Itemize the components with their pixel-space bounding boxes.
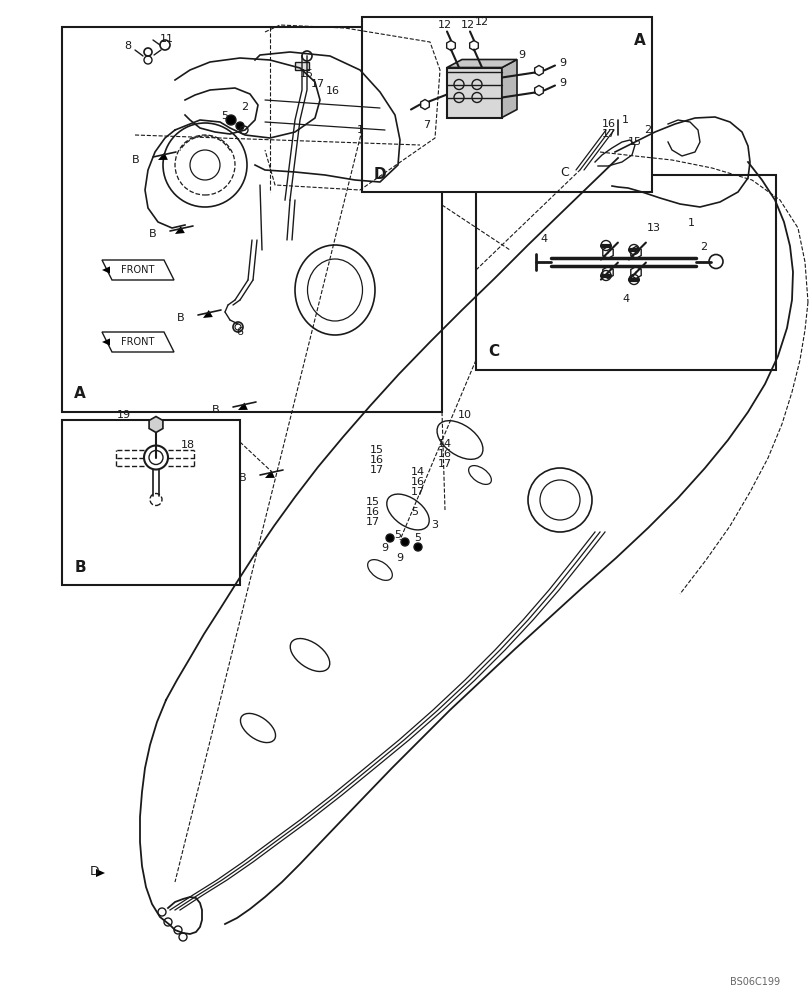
Text: 9: 9 [558,78,565,88]
Polygon shape [264,471,275,478]
Circle shape [225,115,236,125]
Text: 12: 12 [474,17,488,27]
Circle shape [414,543,422,551]
Polygon shape [562,169,571,177]
Text: 10: 10 [457,410,471,420]
Circle shape [385,534,393,542]
Text: 15: 15 [627,137,642,147]
Text: 4: 4 [622,294,629,304]
Text: 15: 15 [366,497,380,507]
Polygon shape [501,60,517,118]
Polygon shape [102,266,109,274]
Bar [446,68,501,118]
Text: BS06C199: BS06C199 [729,977,779,987]
Text: 3: 3 [431,520,438,530]
Text: 17: 17 [311,79,324,89]
Polygon shape [96,869,105,877]
Text: 12: 12 [437,20,452,30]
Text: FRONT: FRONT [121,337,155,347]
Text: 1: 1 [620,115,628,125]
Polygon shape [639,42,650,52]
Bar [362,17,651,192]
Text: 18: 18 [181,440,195,450]
Text: B: B [212,405,220,415]
Text: 15: 15 [299,69,314,79]
Polygon shape [175,226,185,234]
Text: C: C [560,166,569,179]
Text: 14: 14 [437,439,452,449]
Text: 13: 13 [646,223,660,233]
Text: B: B [177,313,185,323]
Text: 9: 9 [396,553,403,563]
Bar [475,175,775,370]
Text: B: B [74,560,86,574]
Text: 8: 8 [124,41,131,51]
Text: 5: 5 [414,533,421,543]
Text: 15: 15 [370,445,384,455]
Text: 17: 17 [437,459,452,469]
Text: D: D [373,167,386,182]
Text: 11: 11 [160,34,174,44]
Text: 19: 19 [117,410,131,420]
Polygon shape [149,416,163,432]
Text: 16: 16 [370,455,384,465]
Text: 16: 16 [366,507,380,517]
Polygon shape [446,60,517,68]
Text: B: B [239,473,247,483]
Text: 16: 16 [410,477,424,487]
Text: 5: 5 [411,507,418,517]
Text: 16: 16 [601,119,616,129]
Text: 7: 7 [423,120,430,130]
Circle shape [401,538,409,546]
Text: 5: 5 [394,530,401,540]
Text: 1: 1 [687,218,693,228]
Text: FRONT: FRONT [121,265,155,275]
Text: 16: 16 [437,449,452,459]
Text: A: A [74,386,86,401]
Text: 9: 9 [381,543,388,553]
Text: D: D [90,865,100,878]
Text: 4: 4 [540,234,547,244]
Text: B: B [149,229,157,239]
Polygon shape [238,403,247,410]
Circle shape [236,122,243,130]
Text: 17: 17 [370,465,384,475]
Text: 12: 12 [461,20,474,30]
Text: B: B [132,155,139,165]
Text: 17: 17 [366,517,380,527]
Polygon shape [158,153,168,160]
Text: A: A [633,33,645,48]
Text: 9: 9 [558,58,565,68]
Text: 17: 17 [601,129,616,139]
Text: 14: 14 [410,467,424,477]
Text: 5: 5 [221,111,228,121]
Text: 9: 9 [517,50,525,60]
Text: 2: 2 [644,125,650,135]
Text: 6: 6 [236,327,243,337]
Text: 1: 1 [356,125,363,135]
Text: C: C [488,344,499,360]
Polygon shape [102,338,109,346]
Polygon shape [203,310,212,318]
Text: 2: 2 [241,102,248,112]
Bar [294,62,309,70]
Text: 2: 2 [700,242,706,252]
Bar [62,27,441,412]
Bar [62,420,240,585]
Text: 17: 17 [410,487,424,497]
Text: 16: 16 [325,86,340,96]
